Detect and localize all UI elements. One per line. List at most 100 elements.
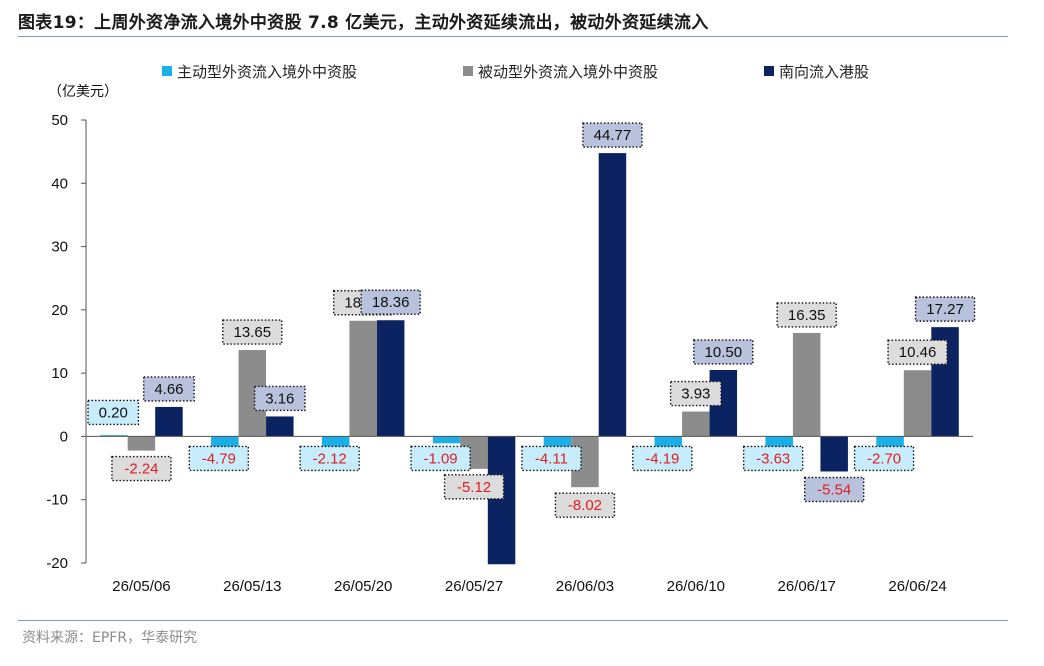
x-tick-label: 26/05/20 xyxy=(334,578,392,595)
x-tick-label: 26/05/06 xyxy=(112,578,170,595)
data-label-text: -3.63 xyxy=(756,450,790,467)
data-label-box xyxy=(188,445,250,472)
data-label: 10.46 xyxy=(887,339,948,365)
data-label-text: -2.70 xyxy=(867,450,901,467)
bar-3-26/06/03 xyxy=(598,153,627,437)
y-tick-label: 40 xyxy=(51,175,68,192)
data-label: 0.20 xyxy=(87,399,140,426)
y-tick-label: -20 xyxy=(46,555,68,572)
data-label-box xyxy=(554,492,616,518)
data-label-text: 17.27 xyxy=(926,301,964,318)
legend-label-1: 主动型外资流入境外中资股 xyxy=(177,63,357,81)
data-label-box xyxy=(632,445,693,472)
data-label: -4.79 xyxy=(188,445,250,472)
data-label-text: 44.77 xyxy=(594,127,632,144)
bar-3-26/05/20 xyxy=(376,320,405,437)
data-label: -4.11 xyxy=(521,445,582,472)
data-label-text: 3.93 xyxy=(681,386,710,403)
title-divider xyxy=(18,36,1008,37)
bar-2-26/06/17 xyxy=(792,332,821,437)
data-label-text: 10.50 xyxy=(705,344,743,361)
data-label-text: -5.12 xyxy=(457,479,491,496)
data-label: 3.16 xyxy=(253,385,306,412)
x-tick-label: 26/05/13 xyxy=(223,578,281,595)
data-label-text: -4.79 xyxy=(202,450,236,467)
y-axis-unit-label: （亿美元） xyxy=(48,84,118,100)
data-label: 13.65 xyxy=(222,319,283,345)
data-label: -4.19 xyxy=(632,445,693,472)
data-label-box xyxy=(776,302,837,328)
chart-legend: 主动型外资流入境外中资股 被动型外资流入境外中资股 南向流入港股 xyxy=(162,63,869,81)
data-label: 10.50 xyxy=(693,339,754,365)
data-label-box xyxy=(521,445,582,472)
footer-divider xyxy=(18,620,1008,621)
data-label-box xyxy=(222,319,283,345)
data-label-text: 16.35 xyxy=(788,307,826,324)
data-label: -2.70 xyxy=(853,445,915,472)
legend-swatch-1 xyxy=(162,66,172,76)
data-label-box xyxy=(742,445,804,472)
data-label-text: -4.11 xyxy=(535,450,568,467)
data-label-text: 3.16 xyxy=(265,390,294,407)
data-label-text: -5.54 xyxy=(817,481,851,498)
x-axis: 26/05/06 26/05/13 26/05/20 26/05/27 26/06/03… xyxy=(86,435,973,595)
bar-2-26/05/06 xyxy=(127,436,156,451)
source-note: 资料来源：EPFR，华泰研究 xyxy=(22,630,198,646)
x-tick-label: 26/06/17 xyxy=(777,578,835,595)
legend-swatch-3 xyxy=(764,66,774,76)
data-label: -3.63 xyxy=(742,445,804,472)
data-label-text: 10.46 xyxy=(899,344,937,361)
data-label-box xyxy=(669,380,722,407)
data-label: -1.09 xyxy=(410,445,471,472)
data-label: -2.24 xyxy=(111,455,172,482)
y-tick-label: 20 xyxy=(51,302,68,319)
x-tick-label: 26/06/10 xyxy=(667,578,725,595)
legend-label-3: 南向流入港股 xyxy=(779,63,869,81)
data-label-box xyxy=(853,445,915,472)
data-label-text: 0.20 xyxy=(99,404,128,421)
y-tick-label: -10 xyxy=(46,492,68,509)
bar-3-26/06/17 xyxy=(820,436,848,472)
bar-2-26/06/24 xyxy=(903,370,932,437)
data-labels: 0.20-2.244.66-4.7913.653.16-2.1218.2818.… xyxy=(87,122,976,518)
data-label: -8.02 xyxy=(554,492,616,518)
data-label-box xyxy=(443,474,505,500)
bar-1-26/05/27 xyxy=(432,436,461,444)
data-label-text: -4.19 xyxy=(645,450,679,467)
data-label: 44.77 xyxy=(582,122,643,148)
bar-group xyxy=(100,153,959,565)
data-label: 17.27 xyxy=(914,296,976,322)
legend-swatch-2 xyxy=(463,66,473,76)
data-label-text: -2.24 xyxy=(124,461,158,478)
y-tick-label: 0 xyxy=(60,428,68,445)
data-label-box xyxy=(299,445,360,472)
data-label-box xyxy=(887,339,948,365)
data-label: -2.12 xyxy=(299,445,360,472)
y-axis: -20 -10 0 10 20 30 40 50 xyxy=(46,112,87,572)
data-label-box xyxy=(803,476,865,503)
y-tick-label: 50 xyxy=(51,112,68,129)
data-label-box xyxy=(253,385,306,412)
data-label: 16.35 xyxy=(776,302,837,328)
data-label-box xyxy=(111,455,172,482)
data-label: 18.36 xyxy=(360,289,421,315)
data-label-text: -2.12 xyxy=(313,450,347,467)
bar-1-26/05/06 xyxy=(100,435,128,437)
data-label-box xyxy=(87,399,140,426)
x-tick-label: 26/06/03 xyxy=(556,578,614,595)
x-tick-label: 26/06/24 xyxy=(888,578,946,595)
data-label-text: 18.36 xyxy=(372,294,410,311)
data-label-text: -1.09 xyxy=(423,450,457,467)
bar-3-26/05/27 xyxy=(487,436,516,565)
bar-2-26/06/10 xyxy=(682,411,710,437)
bar-2-26/05/20 xyxy=(349,320,377,437)
data-label-text: 4.66 xyxy=(154,381,183,398)
chart-title: 图表19：上周外资净流入境外中资股 7.8 亿美元，主动外资延续流出，被动外资延… xyxy=(18,13,709,33)
data-label-box xyxy=(143,376,195,402)
y-tick-label: 30 xyxy=(51,239,68,256)
data-label: -5.12 xyxy=(443,474,505,500)
data-label: 4.66 xyxy=(143,376,195,402)
bar-chart: 主动型外资流入境外中资股 被动型外资流入境外中资股 南向流入港股 （亿美元） -20… xyxy=(46,63,976,595)
data-label-text: -8.02 xyxy=(568,497,602,514)
data-label-box xyxy=(914,296,976,322)
